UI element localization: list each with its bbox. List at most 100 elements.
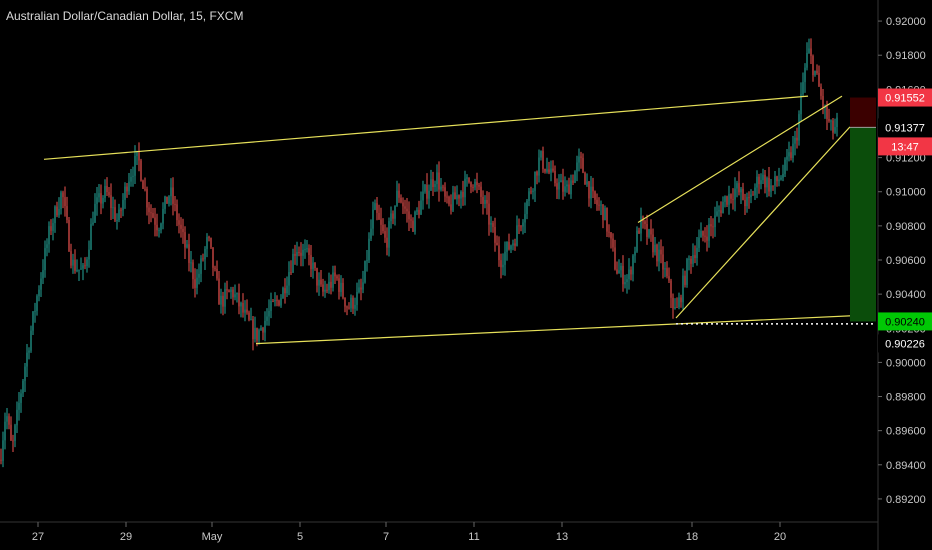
candle-body	[814, 70, 816, 76]
candle-body	[646, 223, 648, 237]
candle-body	[728, 194, 730, 205]
candle-body	[722, 201, 724, 214]
candle-body	[632, 255, 634, 275]
candle-body	[440, 186, 442, 190]
candle-body	[450, 204, 452, 211]
candle-body	[376, 203, 378, 213]
candle-body	[146, 189, 148, 208]
candle-body	[386, 237, 388, 248]
candle-body	[788, 152, 790, 157]
candle-body	[190, 262, 192, 264]
candle-body	[792, 143, 794, 158]
candle-body	[240, 302, 242, 307]
candle-body	[826, 106, 828, 119]
candle-body	[346, 306, 348, 308]
candle-body	[156, 224, 158, 231]
candle-body	[378, 212, 380, 220]
candle-body	[152, 212, 154, 218]
candle-body	[56, 206, 58, 216]
candle-body	[116, 219, 118, 221]
candle-body	[368, 238, 370, 261]
candle-body	[516, 225, 518, 246]
candle-body	[272, 301, 274, 303]
candle-body	[624, 282, 626, 285]
candle-body	[810, 48, 812, 56]
candle-body	[802, 82, 804, 95]
candle-body	[270, 301, 272, 311]
candle-body	[678, 297, 680, 308]
candle-body	[338, 278, 340, 292]
candle-body	[816, 70, 818, 74]
candle-body	[60, 192, 62, 210]
candle-body	[436, 172, 438, 185]
candle-body	[16, 409, 18, 426]
candle-body	[526, 200, 528, 215]
candle-body	[384, 231, 386, 238]
y-tick-label: 0.89400	[886, 460, 926, 472]
candle-body	[580, 156, 582, 158]
candle-body	[476, 181, 478, 185]
x-tick-label: 11	[468, 531, 479, 543]
candle-body	[552, 168, 554, 171]
candle-body	[658, 249, 660, 262]
candle-body	[684, 275, 686, 285]
candle-body	[818, 73, 820, 87]
candle-body	[680, 297, 682, 303]
candle-body	[104, 185, 106, 198]
candle-body	[538, 157, 540, 176]
candle-body	[354, 304, 356, 309]
candle-body	[182, 228, 184, 233]
candle-body	[544, 168, 546, 172]
candle-body	[30, 330, 32, 351]
candle-body	[84, 265, 86, 267]
candle-body	[236, 293, 238, 295]
candle-body	[350, 297, 352, 309]
candle-body	[98, 193, 100, 198]
candle-body	[798, 114, 800, 141]
candle-body	[206, 237, 208, 249]
candle-body	[628, 269, 630, 280]
candle-body	[750, 194, 752, 198]
candle-body	[422, 191, 424, 201]
x-tick-label: 20	[774, 531, 786, 543]
stop-loss-zone	[850, 97, 876, 128]
candle-body	[128, 181, 130, 192]
candle-body	[738, 183, 740, 193]
candle-body	[202, 258, 204, 260]
candle-body	[358, 287, 360, 293]
candle-body	[720, 210, 722, 214]
candle-body	[246, 309, 248, 313]
candle-body	[264, 320, 266, 333]
candle-body	[44, 248, 46, 271]
y-tick-label: 0.91200	[886, 153, 926, 165]
candle-body	[18, 402, 20, 410]
candle-body	[740, 188, 742, 193]
candle-body	[726, 196, 728, 205]
candle-body	[340, 282, 342, 292]
candle-body	[6, 416, 8, 422]
candle-body	[78, 269, 80, 271]
candle-body	[80, 268, 82, 270]
candle-body	[224, 289, 226, 307]
candle-body	[66, 206, 68, 220]
candle-body	[302, 249, 304, 256]
candle-body	[180, 224, 182, 229]
candle-body	[664, 268, 666, 270]
candle-body	[512, 243, 514, 246]
candle-body	[138, 151, 140, 161]
candle-body	[88, 249, 90, 260]
candle-body	[748, 197, 750, 199]
candle-body	[674, 306, 676, 309]
candle-body	[8, 416, 10, 425]
candle-body	[604, 207, 606, 221]
candle-body	[614, 247, 616, 270]
candle-body	[438, 172, 440, 190]
candle-body	[780, 177, 782, 180]
candle-body	[290, 272, 292, 274]
candle-body	[448, 196, 450, 205]
candle-body	[710, 224, 712, 227]
candle-body	[636, 230, 638, 252]
candle-body	[82, 265, 84, 269]
